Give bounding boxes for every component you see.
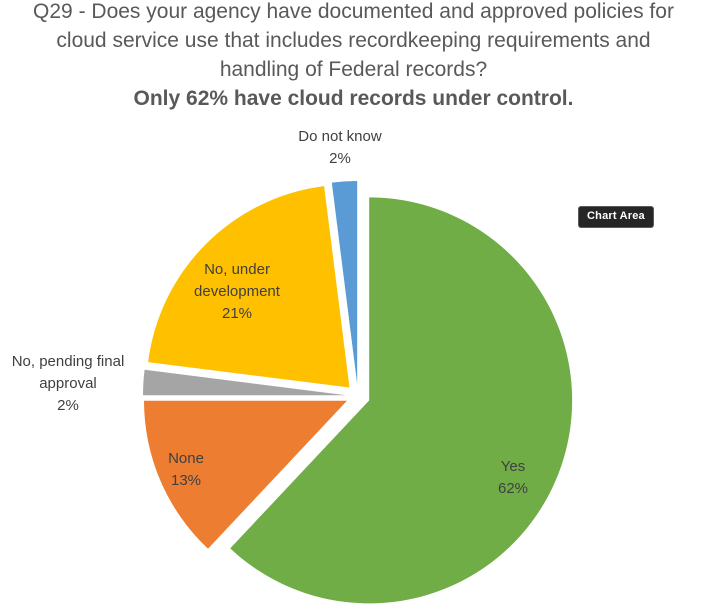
chart-area-tooltip: Chart Area (578, 206, 654, 228)
pie-slice-do-not-know[interactable] (331, 181, 358, 384)
chart-title: Q29 - Does your agency have documented a… (0, 0, 707, 113)
slice-label-no-under-development: No, under development 21% (194, 261, 280, 322)
slice-label-do-not-know: Do not know 2% (298, 128, 382, 167)
slice-label-no-pending-final-approval: No, pending final approval 2% (11, 353, 125, 414)
chart-title-line-1: Q29 - Does your agency have documented a… (33, 0, 674, 23)
chart-title-line-3: handling of Federal records? (219, 58, 488, 81)
chart-title-line-2: cloud service use that includes recordke… (56, 29, 651, 52)
pie-slice-no-pending-final-approval[interactable] (143, 369, 346, 396)
chart-subtitle: Only 62% have cloud records under contro… (133, 87, 574, 110)
pie-slice-no-under-development[interactable] (148, 186, 350, 388)
pie-slice-yes[interactable] (230, 197, 573, 604)
slice-label-none: None 13% (168, 450, 204, 489)
slice-label-yes: Yes 62% (497, 458, 529, 497)
pie-slice-none[interactable] (144, 400, 347, 549)
